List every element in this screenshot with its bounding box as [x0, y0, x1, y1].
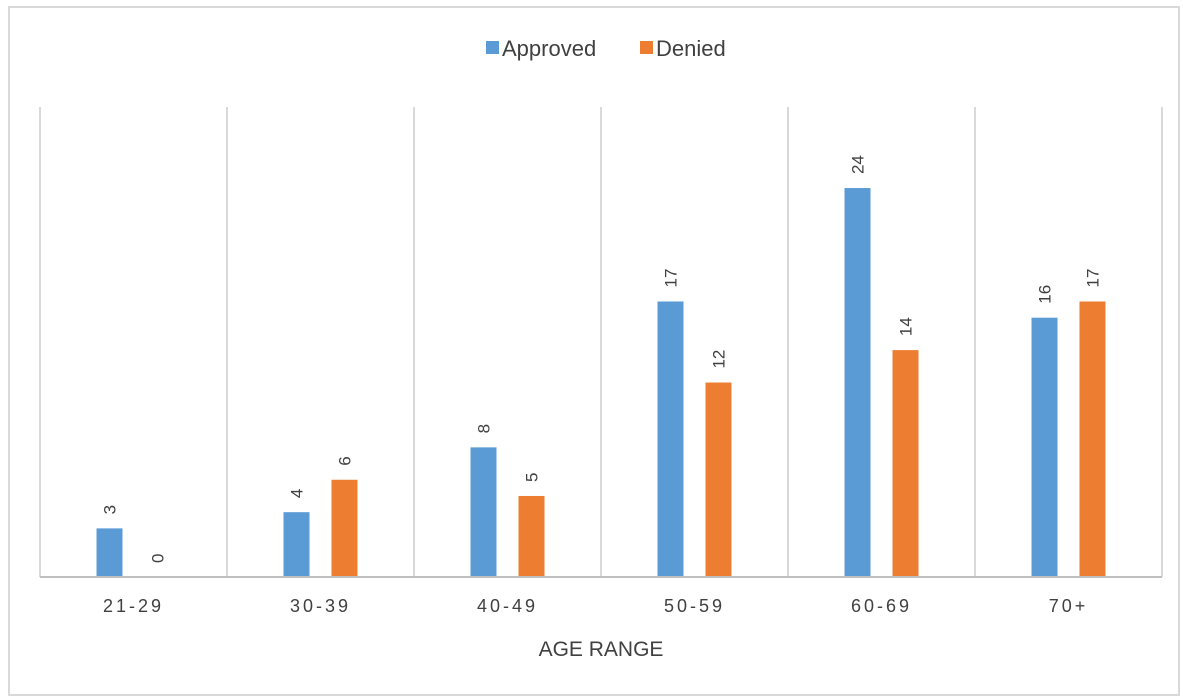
data-label-approved-21-29: 3	[101, 505, 120, 514]
bar-approved-30-39	[283, 512, 310, 577]
x-tick-label: 21-29	[103, 596, 164, 616]
gridlines	[39, 107, 1163, 577]
data-label-denied-50-59: 12	[710, 350, 729, 369]
bar-approved-60-69	[844, 188, 871, 577]
legend-label-approved: Approved	[502, 36, 596, 61]
bar-approved-50-59	[657, 301, 684, 577]
x-tick-label: 40-49	[477, 596, 538, 616]
legend-label-denied: Denied	[656, 36, 726, 61]
x-tick-label: 70+	[1049, 596, 1089, 616]
data-label-approved-60-69: 24	[849, 155, 868, 174]
bar-denied-60-69	[892, 350, 919, 577]
x-tick-label: 30-39	[290, 596, 351, 616]
bar-approved-70+	[1031, 317, 1058, 577]
bar-denied-70+	[1079, 301, 1106, 577]
data-label-approved-30-39: 4	[288, 489, 307, 498]
data-label-denied-60-69: 14	[897, 317, 916, 336]
data-labels: 3 0 4 6 8 5 17 12 24 14 16 17	[101, 155, 1103, 563]
data-label-approved-70+: 16	[1036, 285, 1055, 304]
x-tick-label: 60-69	[851, 596, 912, 616]
bar-denied-40-49	[518, 495, 545, 577]
data-label-denied-30-39: 6	[336, 456, 355, 465]
data-label-denied-70+: 17	[1084, 269, 1103, 288]
chart-frame	[8, 6, 1180, 696]
data-label-approved-40-49: 8	[475, 424, 494, 433]
data-label-denied-40-49: 5	[523, 472, 542, 481]
data-label-approved-50-59: 17	[662, 269, 681, 288]
x-axis-title: AGE RANGE	[539, 638, 664, 661]
legend: Approved Denied	[486, 36, 726, 61]
legend-swatch-approved	[486, 41, 499, 54]
data-label-denied-21-29: 0	[149, 554, 168, 563]
legend-swatch-denied	[640, 41, 653, 54]
x-tick-labels: 21-29 30-39 40-49 50-59 60-69 70+	[103, 596, 1089, 616]
bars	[96, 188, 1106, 577]
bar-approved-21-29	[96, 528, 123, 577]
x-tick-label: 50-59	[664, 596, 725, 616]
bar-approved-40-49	[470, 447, 497, 577]
bar-denied-50-59	[705, 382, 732, 577]
bar-denied-30-39	[331, 479, 358, 577]
